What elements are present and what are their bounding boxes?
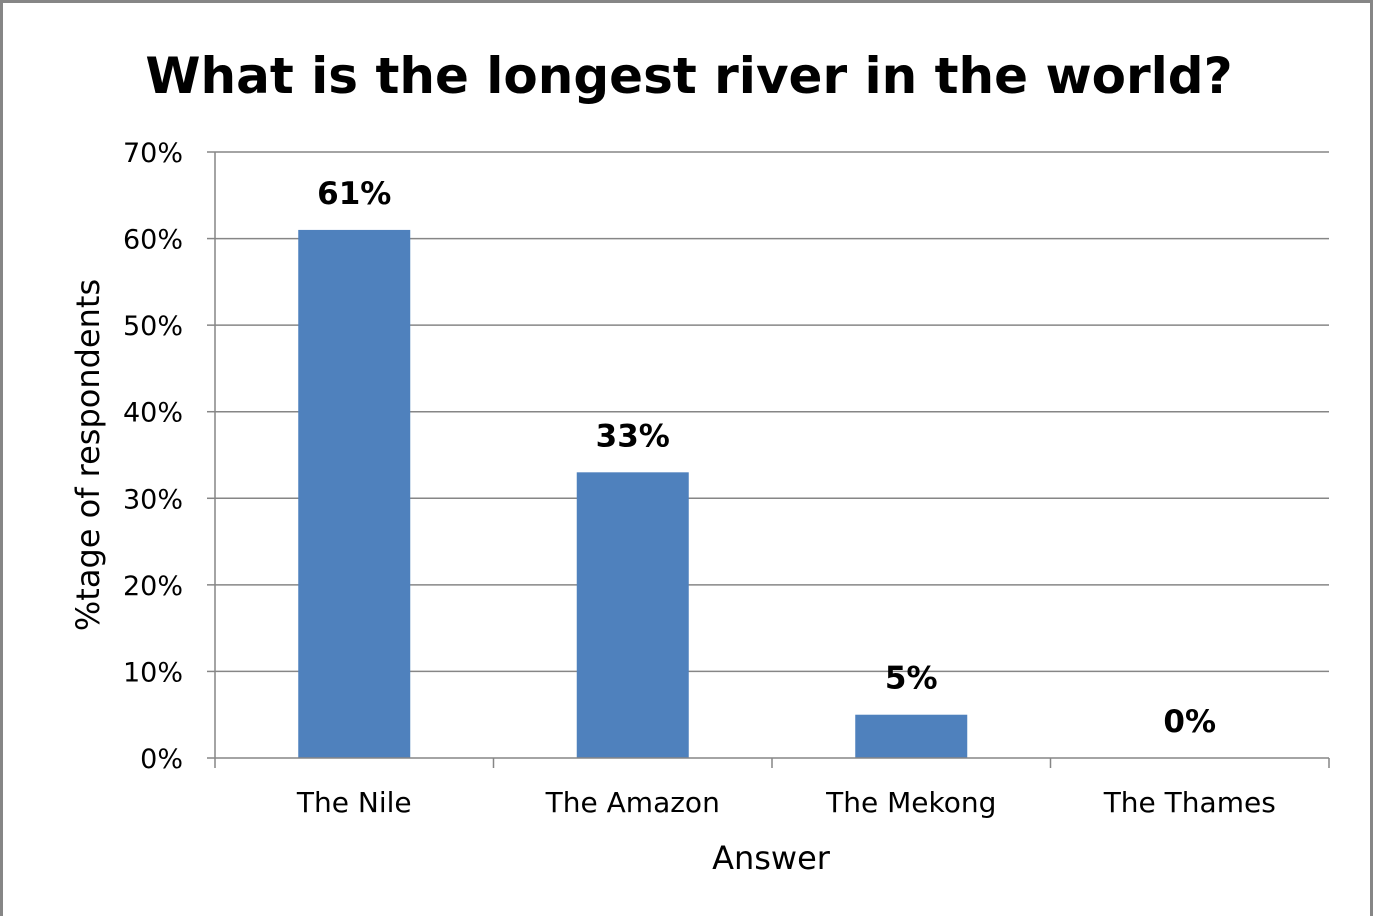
chart-title: What is the longest river in the world? <box>145 47 1232 105</box>
y-tick-label: 40% <box>123 398 183 429</box>
bar <box>576 472 689 758</box>
data-label: 61% <box>317 176 391 212</box>
y-tick-label: 10% <box>123 657 183 688</box>
x-tick-label: The Amazon <box>545 786 720 819</box>
data-label: 5% <box>885 661 938 697</box>
x-axis-title: Answer <box>712 839 831 877</box>
y-tick-label: 50% <box>123 311 183 342</box>
y-tick-label: 60% <box>123 225 183 256</box>
x-axis: The Nile The Amazon The Mekong The Thames <box>214 152 1330 819</box>
bar-chart: What is the longest river in the world? … <box>69 47 1330 877</box>
y-tick-label: 30% <box>123 484 183 515</box>
y-axis-title: %tage of respondents <box>69 279 107 631</box>
bar <box>298 229 411 758</box>
x-tick-label: The Nile <box>296 786 412 819</box>
y-tick-label: 70% <box>123 138 183 169</box>
y-tick-label: 0% <box>140 744 183 775</box>
y-tick-label: 20% <box>123 571 183 602</box>
bars <box>298 229 968 758</box>
bar <box>855 714 968 758</box>
y-axis-ticks: 0% 10% 20% 30% 40% 50% 60% 70% <box>123 138 215 775</box>
data-label: 33% <box>596 418 670 454</box>
data-labels: 61% 33% 5% 0% <box>317 176 1216 740</box>
x-tick-label: The Thames <box>1103 786 1276 819</box>
data-label: 0% <box>1163 704 1216 740</box>
x-tick-label: The Mekong <box>825 786 996 819</box>
